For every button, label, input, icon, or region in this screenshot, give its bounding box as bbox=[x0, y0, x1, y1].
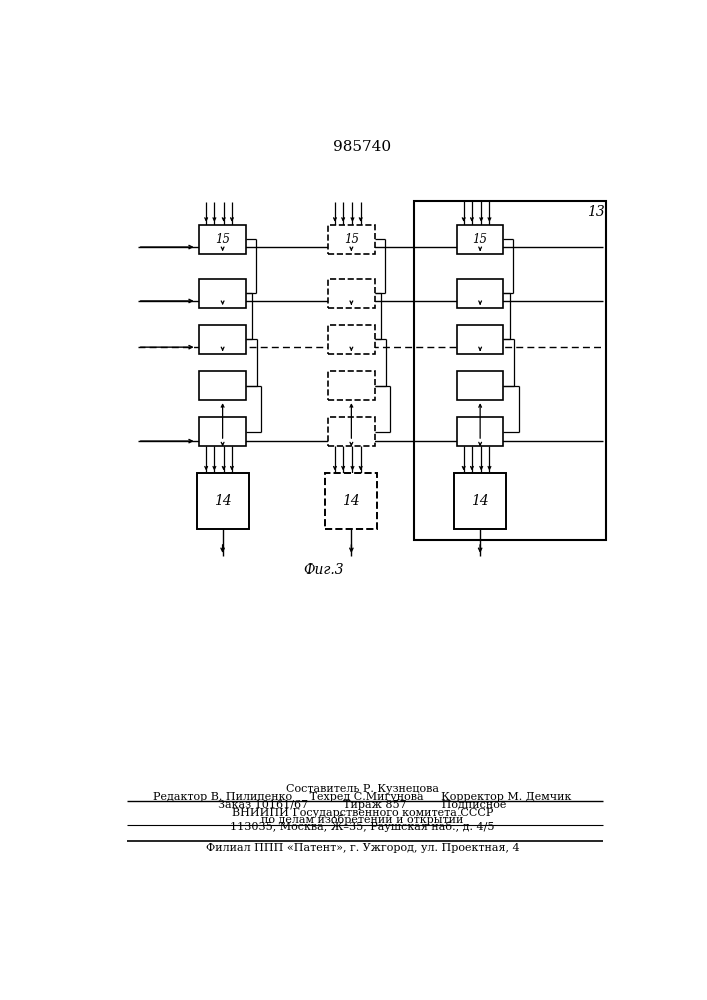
Bar bbox=[454, 473, 506, 529]
Text: 14: 14 bbox=[472, 494, 489, 508]
Bar bbox=[457, 279, 503, 308]
Bar bbox=[328, 325, 375, 354]
Bar bbox=[328, 225, 375, 254]
Bar bbox=[328, 279, 375, 308]
Text: 15: 15 bbox=[215, 233, 230, 246]
Text: 14: 14 bbox=[342, 494, 361, 508]
Text: ВНИИПИ Государственного комитета СССР: ВНИИПИ Государственного комитета СССР bbox=[232, 808, 493, 818]
Text: Фиг.3: Фиг.3 bbox=[304, 563, 344, 577]
Bar bbox=[328, 417, 375, 446]
Text: Редактор В. Пилипенко     Техред С.Мигунова     Корректор М. Демчик: Редактор В. Пилипенко Техред С.Мигунова … bbox=[153, 792, 571, 802]
Text: Заказ 10161/67          Тираж 857          Подписное: Заказ 10161/67 Тираж 857 Подписное bbox=[218, 800, 506, 810]
Bar bbox=[325, 473, 378, 529]
Bar bbox=[457, 225, 503, 254]
Text: 15: 15 bbox=[344, 233, 359, 246]
Bar bbox=[457, 325, 503, 354]
Bar bbox=[414, 201, 606, 540]
Bar bbox=[199, 371, 246, 400]
Text: 14: 14 bbox=[214, 494, 231, 508]
Text: по делам изобретений и открытий: по делам изобретений и открытий bbox=[261, 814, 464, 825]
Bar bbox=[199, 417, 246, 446]
Text: 985740: 985740 bbox=[333, 140, 392, 154]
Text: 113035, Москва, Ж–35, Раушская наб., д. 4/5: 113035, Москва, Ж–35, Раушская наб., д. … bbox=[230, 821, 495, 832]
Bar bbox=[457, 371, 503, 400]
Bar bbox=[457, 417, 503, 446]
Text: 13: 13 bbox=[588, 205, 605, 219]
Bar bbox=[328, 371, 375, 400]
Bar bbox=[199, 225, 246, 254]
Bar bbox=[197, 473, 249, 529]
Text: Составитель Р. Кузнецова: Составитель Р. Кузнецова bbox=[286, 784, 439, 794]
Text: Филиал ППП «Патент», г. Ужгород, ул. Проектная, 4: Филиал ППП «Патент», г. Ужгород, ул. Про… bbox=[206, 843, 519, 853]
Bar bbox=[199, 325, 246, 354]
Text: 15: 15 bbox=[473, 233, 488, 246]
Bar bbox=[199, 279, 246, 308]
